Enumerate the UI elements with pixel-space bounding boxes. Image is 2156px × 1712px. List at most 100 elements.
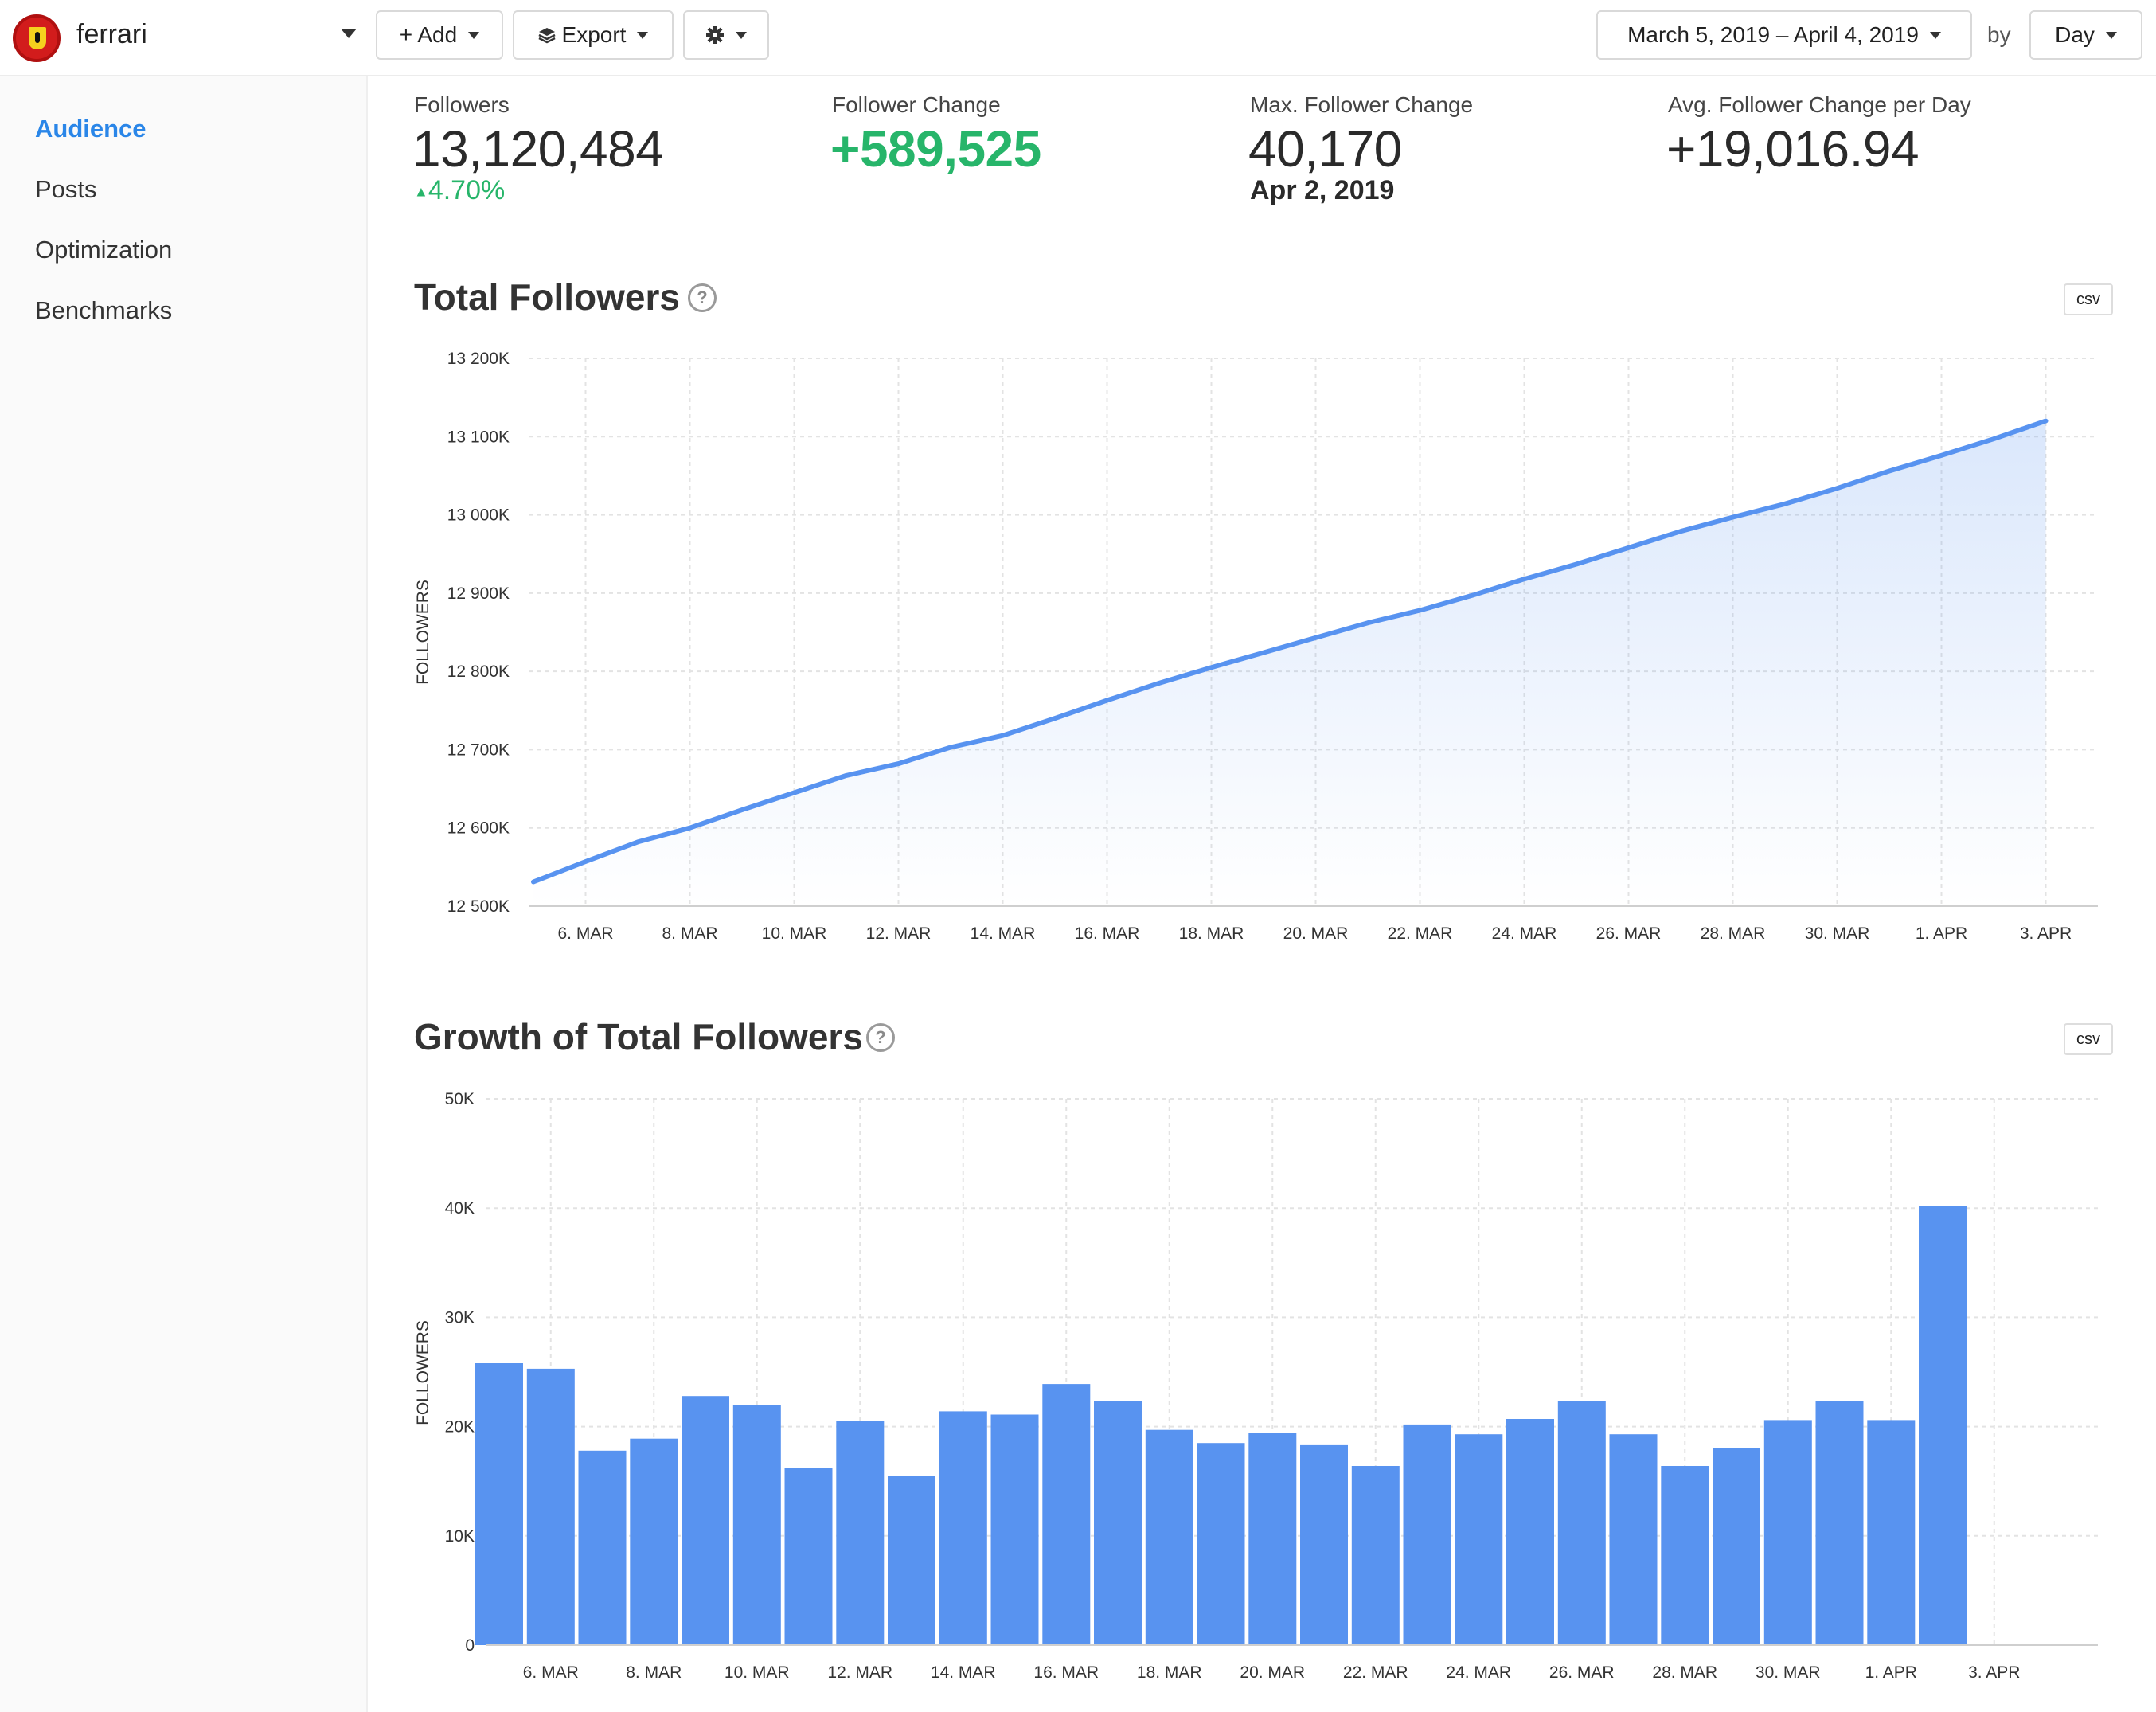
- bar: [1042, 1384, 1091, 1645]
- followers-label: Followers: [414, 92, 510, 117]
- by-label: by: [1987, 22, 2011, 47]
- date-range-picker[interactable]: March 5, 2019 – April 4, 2019: [1596, 10, 1972, 60]
- bar: [1094, 1401, 1142, 1645]
- follower-change-label: Follower Change: [832, 92, 1001, 117]
- bar: [990, 1414, 1039, 1645]
- data-point: [636, 840, 640, 844]
- x-tick-label: 30. MAR: [1805, 924, 1870, 943]
- x-tick-label: 22. MAR: [1343, 1663, 1408, 1682]
- y-tick-label: 12 900K: [447, 584, 510, 603]
- sidebar-item-optimization[interactable]: Optimization: [35, 236, 173, 264]
- bar: [1506, 1419, 1554, 1645]
- x-tick-label: 3. APR: [1968, 1663, 2020, 1682]
- bar: [1248, 1433, 1297, 1645]
- chevron-down-icon: [468, 31, 480, 39]
- x-tick-label: 3. APR: [2020, 924, 2072, 943]
- y-axis-label: FOLLOWERS: [414, 580, 432, 685]
- bar: [630, 1438, 678, 1645]
- bar: [1919, 1206, 1967, 1645]
- x-tick-label: 8. MAR: [626, 1663, 682, 1682]
- data-point: [1679, 530, 1683, 534]
- bar: [836, 1421, 885, 1645]
- settings-button[interactable]: [683, 10, 769, 60]
- bar: [1351, 1466, 1400, 1645]
- arrow-up-icon: ▲: [414, 183, 428, 200]
- export-button-label: Export: [561, 22, 627, 47]
- x-tick-label: 12. MAR: [866, 924, 932, 943]
- y-tick-label: 13 000K: [447, 506, 510, 525]
- data-point: [1314, 635, 1318, 639]
- growth-followers-csv-button[interactable]: csv: [2064, 1023, 2113, 1055]
- area-fill: [533, 420, 2046, 906]
- granularity-select[interactable]: Day: [2029, 10, 2142, 60]
- max-change-date: Apr 2, 2019: [1250, 175, 1395, 205]
- data-point: [1366, 621, 1370, 625]
- y-tick-label: 50K: [445, 1090, 475, 1108]
- y-tick-label: 30K: [445, 1308, 475, 1327]
- x-tick-label: 24. MAR: [1492, 924, 1557, 943]
- follower-change-value: +589,525: [830, 120, 1041, 178]
- followers-value: 13,120,484: [412, 120, 664, 178]
- account-logo-icon[interactable]: [13, 14, 61, 62]
- layers-icon: [537, 28, 556, 44]
- data-point: [949, 745, 953, 749]
- chevron-down-icon: [1929, 31, 1941, 39]
- x-tick-label: 30. MAR: [1756, 1663, 1821, 1682]
- account-dropdown-chevron-icon[interactable]: [341, 29, 357, 38]
- add-button[interactable]: + Add: [376, 10, 503, 60]
- bar: [1145, 1429, 1193, 1645]
- total-followers-csv-button[interactable]: csv: [2064, 283, 2113, 315]
- data-point: [584, 859, 588, 863]
- top-bar: ferrari + Add Export March 5, 2019 – Apr…: [0, 0, 2156, 76]
- data-point: [1471, 593, 1474, 597]
- bar: [1557, 1401, 1606, 1645]
- x-tick-label: 26. MAR: [1549, 1663, 1615, 1682]
- x-tick-label: 22. MAR: [1388, 924, 1453, 943]
- x-tick-label: 10. MAR: [762, 924, 827, 943]
- x-tick-label: 14. MAR: [971, 924, 1036, 943]
- x-tick-label: 6. MAR: [523, 1663, 579, 1682]
- bar: [475, 1363, 523, 1645]
- data-point: [1522, 577, 1526, 581]
- y-tick-label: 13 100K: [447, 428, 510, 446]
- sidebar-item-audience[interactable]: Audience: [35, 115, 146, 143]
- date-range-label: March 5, 2019 – April 4, 2019: [1627, 22, 1919, 47]
- x-tick-label: 14. MAR: [931, 1663, 996, 1682]
- sidebar-item-posts[interactable]: Posts: [35, 175, 97, 203]
- bar: [732, 1405, 781, 1645]
- x-tick-label: 12. MAR: [827, 1663, 892, 1682]
- x-tick-label: 16. MAR: [1075, 924, 1140, 943]
- x-tick-label: 8. MAR: [662, 924, 717, 943]
- export-button[interactable]: Export: [513, 10, 674, 60]
- chevron-down-icon: [637, 31, 649, 39]
- question-circle-icon[interactable]: ?: [688, 283, 717, 312]
- y-tick-label: 12 700K: [447, 741, 510, 759]
- x-tick-label: 20. MAR: [1283, 924, 1349, 943]
- data-point: [1627, 545, 1631, 549]
- account-name[interactable]: ferrari: [76, 19, 147, 49]
- data-point: [1209, 666, 1213, 670]
- bar: [1661, 1466, 1709, 1645]
- x-tick-label: 28. MAR: [1701, 924, 1766, 943]
- granularity-label: Day: [2055, 22, 2095, 47]
- y-tick-label: 12 600K: [447, 819, 510, 838]
- bar: [1455, 1434, 1503, 1645]
- y-axis-label: FOLLOWERS: [414, 1320, 432, 1425]
- x-tick-label: 24. MAR: [1446, 1663, 1511, 1682]
- x-tick-label: 16. MAR: [1033, 1663, 1099, 1682]
- sidebar-item-benchmarks[interactable]: Benchmarks: [35, 296, 173, 324]
- data-point: [1783, 502, 1787, 506]
- followers-change-percent: 4.70%: [428, 175, 506, 205]
- bar: [1403, 1424, 1451, 1645]
- series-line: [531, 418, 2049, 885]
- question-circle-icon[interactable]: ?: [866, 1023, 895, 1052]
- x-tick-label: 18. MAR: [1137, 1663, 1202, 1682]
- followers-change-badge: ▲4.70%: [414, 175, 505, 206]
- y-tick-label: 0: [465, 1636, 475, 1655]
- data-point: [1575, 562, 1579, 566]
- bar: [939, 1411, 987, 1645]
- data-point: [2044, 419, 2048, 423]
- bar: [1300, 1444, 1348, 1645]
- data-point: [1001, 733, 1005, 737]
- bar: [1763, 1420, 1812, 1645]
